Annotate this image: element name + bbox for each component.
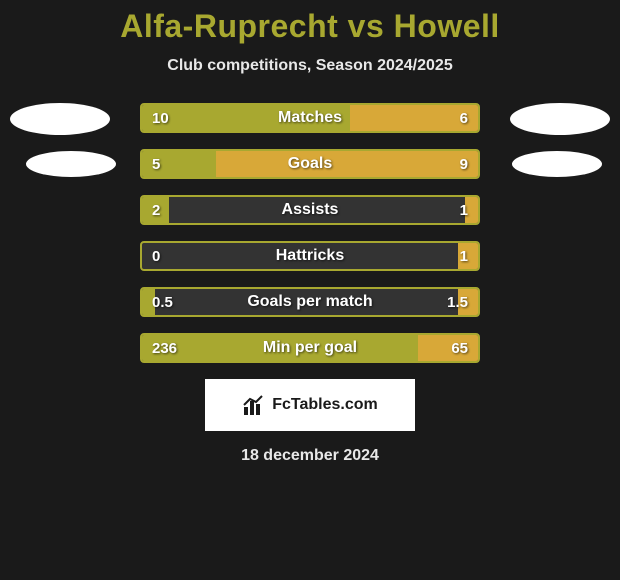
comparison-subtitle: Club competitions, Season 2024/2025: [0, 57, 620, 75]
brand-chart-icon: [242, 395, 266, 415]
comparison-title: Alfa-Ruprecht vs Howell: [0, 8, 620, 45]
stat-bar: 59Goals: [140, 149, 480, 179]
stat-label: Goals: [142, 151, 478, 177]
brand-text: FcTables.com: [272, 396, 378, 414]
stat-label: Goals per match: [142, 289, 478, 315]
stat-bar: 01Hattricks: [140, 241, 480, 271]
avatar-right-club: [512, 151, 602, 177]
comparison-date: 18 december 2024: [0, 447, 620, 465]
comparison-bars: 106Matches 59Goals 21Assists 01Hattricks 0.5…: [140, 103, 480, 363]
stat-label: Matches: [142, 105, 478, 131]
brand-box: FcTables.com: [205, 379, 415, 431]
stat-bar: 21Assists: [140, 195, 480, 225]
avatar-left-club: [26, 151, 116, 177]
stat-label: Assists: [142, 197, 478, 223]
stat-bar: 23665Min per goal: [140, 333, 480, 363]
stat-bar: 0.51.5Goals per match: [140, 287, 480, 317]
stat-label: Hattricks: [142, 243, 478, 269]
stat-label: Min per goal: [142, 335, 478, 361]
avatar-right-player: [510, 103, 610, 135]
avatar-left-player: [10, 103, 110, 135]
stat-bar: 106Matches: [140, 103, 480, 133]
